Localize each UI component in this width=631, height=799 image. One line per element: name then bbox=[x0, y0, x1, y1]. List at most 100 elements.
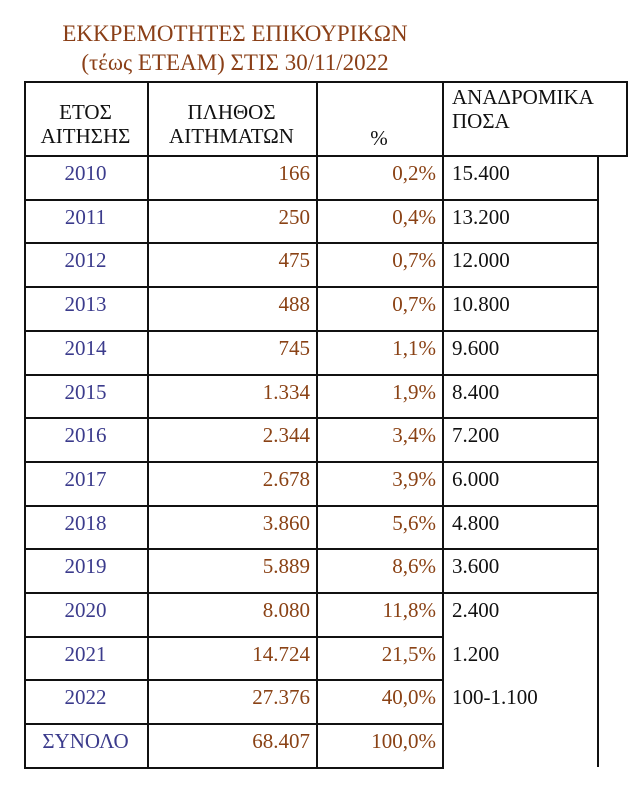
count-cell: 745 bbox=[278, 336, 311, 360]
count-cell: 14.724 bbox=[252, 642, 310, 666]
percent-cell: 3,9% bbox=[392, 467, 436, 491]
row-divider bbox=[24, 548, 444, 550]
percent-cell: 0,4% bbox=[392, 205, 436, 229]
total-label: ΣΥΝΟΛΟ bbox=[42, 729, 129, 753]
amount-cell: 4.800 bbox=[452, 511, 500, 535]
percent-cell: 5,6% bbox=[392, 511, 436, 535]
header-amount-line-1: ΑΝΑΔΡΟΜΙΚΑ bbox=[452, 85, 594, 109]
amount-row-divider bbox=[442, 374, 599, 376]
percent-cell: 3,4% bbox=[392, 423, 436, 447]
count-cell: 3.860 bbox=[262, 511, 310, 535]
title-line-2: (τέως ΕΤΕΑΜ) ΣΤΙΣ 30/11/2022 bbox=[81, 50, 389, 75]
amount-row-divider bbox=[442, 286, 599, 288]
table-border-top bbox=[24, 81, 628, 83]
row-divider bbox=[24, 330, 444, 332]
count-cell: 27.376 bbox=[252, 685, 310, 709]
amount-cell: 6.000 bbox=[452, 467, 500, 491]
amount-cell: 8.400 bbox=[452, 380, 500, 404]
year-cell: 2017 bbox=[64, 467, 107, 491]
divider-count-percent bbox=[316, 81, 318, 767]
amount-cell: 1.200 bbox=[452, 642, 500, 666]
amount-header-divider bbox=[442, 155, 628, 157]
row-divider bbox=[24, 723, 444, 725]
percent-cell: 0,7% bbox=[392, 292, 436, 316]
amount-row-divider bbox=[442, 242, 599, 244]
row-divider bbox=[24, 199, 444, 201]
percent-cell: 8,6% bbox=[392, 554, 436, 578]
total-count: 68.407 bbox=[252, 729, 310, 753]
percent-cell: 21,5% bbox=[381, 642, 436, 666]
year-cell: 2019 bbox=[64, 554, 107, 578]
amount-cell: 2.400 bbox=[452, 598, 500, 622]
count-cell: 5.889 bbox=[262, 554, 310, 578]
row-divider bbox=[24, 592, 444, 594]
count-cell: 8.080 bbox=[262, 598, 310, 622]
amount-cell: 15.400 bbox=[452, 161, 510, 185]
amount-row-divider bbox=[442, 461, 599, 463]
year-cell: 2022 bbox=[64, 685, 107, 709]
header-count: ΠΛΗΘΟΣ ΑΙΤΗΜΑΤΩΝ bbox=[147, 100, 316, 148]
title-line-1: ΕΚΚΡΕΜΟΤΗΤΕΣ ΕΠΙΚΟΥΡΙΚΩΝ bbox=[62, 21, 408, 46]
row-divider bbox=[24, 636, 444, 638]
count-cell: 2.678 bbox=[262, 467, 310, 491]
row-divider bbox=[24, 505, 444, 507]
amount-cell: 13.200 bbox=[452, 205, 510, 229]
year-cell: 2013 bbox=[64, 292, 107, 316]
border-left bbox=[24, 81, 26, 767]
year-cell: 2015 bbox=[64, 380, 107, 404]
amount-cell: 10.800 bbox=[452, 292, 510, 316]
amount-cell: 3.600 bbox=[452, 554, 500, 578]
amount-column-right bbox=[597, 155, 599, 767]
count-cell: 488 bbox=[278, 292, 311, 316]
total-percent: 100,0% bbox=[371, 729, 436, 753]
amount-cell: 9.600 bbox=[452, 336, 500, 360]
amount-cell: 12.000 bbox=[452, 248, 510, 272]
header-amount-line-2: ΠΟΣΑ bbox=[452, 109, 510, 133]
amount-row-divider bbox=[442, 330, 599, 332]
percent-cell: 0,2% bbox=[392, 161, 436, 185]
count-cell: 250 bbox=[278, 205, 311, 229]
percent-cell: 0,7% bbox=[392, 248, 436, 272]
amount-header-right bbox=[626, 81, 628, 157]
row-divider bbox=[24, 679, 444, 681]
amount-row-divider bbox=[442, 548, 599, 550]
header-count-line-2: ΑΙΤΗΜΑΤΩΝ bbox=[169, 124, 294, 148]
count-cell: 1.334 bbox=[262, 380, 310, 404]
header-divider bbox=[24, 155, 444, 157]
header-percent: % bbox=[370, 126, 388, 150]
year-cell: 2016 bbox=[64, 423, 107, 447]
header-year: ΕΤΟΣ ΑΙΤΗΣΗΣ bbox=[24, 100, 147, 148]
amount-row-divider bbox=[442, 199, 599, 201]
header-count-line-1: ΠΛΗΘΟΣ bbox=[187, 100, 276, 124]
amount-cell: 7.200 bbox=[452, 423, 500, 447]
count-cell: 475 bbox=[278, 248, 311, 272]
amount-row-divider bbox=[442, 417, 599, 419]
amount-cell: 100-1.100 bbox=[452, 685, 538, 709]
year-cell: 2010 bbox=[64, 161, 107, 185]
row-divider bbox=[24, 286, 444, 288]
divider-percent-amount bbox=[442, 81, 444, 767]
year-cell: 2020 bbox=[64, 598, 107, 622]
percent-cell: 1,9% bbox=[392, 380, 436, 404]
divider-year-count bbox=[147, 81, 149, 767]
percent-cell: 11,8% bbox=[382, 598, 436, 622]
count-cell: 166 bbox=[278, 161, 311, 185]
row-divider bbox=[24, 242, 444, 244]
amount-row-divider bbox=[442, 592, 599, 594]
row-divider bbox=[24, 417, 444, 419]
row-divider bbox=[24, 461, 444, 463]
year-cell: 2014 bbox=[64, 336, 107, 360]
row-divider bbox=[24, 767, 444, 769]
year-cell: 2018 bbox=[64, 511, 107, 535]
year-cell: 2011 bbox=[64, 205, 107, 229]
amount-row-divider bbox=[442, 505, 599, 507]
row-divider bbox=[24, 374, 444, 376]
year-cell: 2012 bbox=[64, 248, 107, 272]
header-amount: ΑΝΑΔΡΟΜΙΚΑ ΠΟΣΑ bbox=[442, 85, 626, 133]
percent-cell: 40,0% bbox=[381, 685, 436, 709]
header-year-line-2: ΑΙΤΗΣΗΣ bbox=[40, 124, 131, 148]
header-year-line-1: ΕΤΟΣ bbox=[59, 100, 112, 124]
year-cell: 2021 bbox=[64, 642, 107, 666]
percent-cell: 1,1% bbox=[392, 336, 436, 360]
